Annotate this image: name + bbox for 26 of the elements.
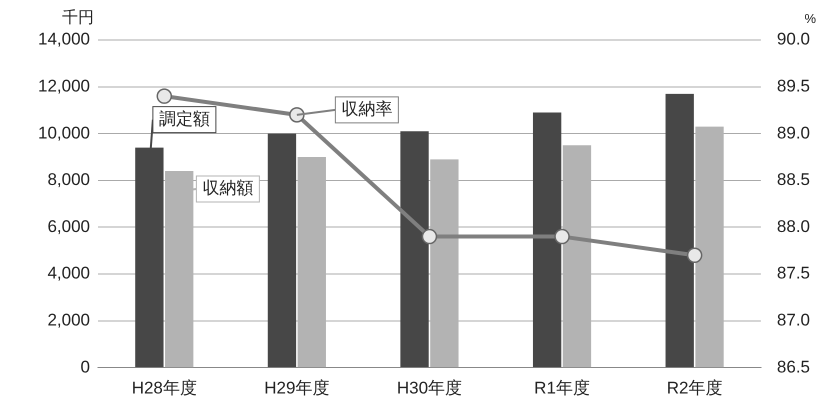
x-tick-label: H28年度 bbox=[132, 378, 197, 398]
y2-tick-label: 87.0 bbox=[776, 310, 810, 330]
legend-label: 収納率 bbox=[341, 100, 392, 119]
legend-label: 収納額 bbox=[202, 178, 254, 198]
series-label: 調定額 bbox=[158, 109, 210, 128]
y-tick-label: 12,000 bbox=[38, 76, 90, 96]
x-tick-label: R2年度 bbox=[666, 378, 722, 398]
y2-tick-label: 86.5 bbox=[776, 357, 810, 376]
y-tick-label: 6,000 bbox=[47, 216, 90, 236]
y-axis-title: 千円 bbox=[62, 8, 94, 26]
y2-tick-label: 88.0 bbox=[776, 216, 810, 236]
y2-tick-label: 89.0 bbox=[776, 123, 810, 142]
y2-tick-label: 89.5 bbox=[776, 76, 810, 96]
y-tick-label: 8,000 bbox=[47, 170, 90, 190]
x-tick-label: H30年度 bbox=[396, 378, 462, 398]
x-tick-label: R1年度 bbox=[534, 378, 590, 398]
y-tick-label: 0 bbox=[80, 357, 90, 376]
y2-tick-label: 90.0 bbox=[776, 30, 810, 49]
y-tick-label: 10,000 bbox=[38, 123, 90, 142]
x-tick-label: H29年度 bbox=[264, 378, 330, 398]
y-tick-label: 4,000 bbox=[47, 264, 90, 283]
y2-tick-label: 87.5 bbox=[776, 264, 810, 283]
y2-tick-label: 88.5 bbox=[776, 170, 810, 190]
y-tick-label: 2,000 bbox=[47, 310, 90, 330]
y-tick-label: 14,000 bbox=[38, 30, 90, 49]
y2-axis-title: % bbox=[804, 11, 816, 26]
